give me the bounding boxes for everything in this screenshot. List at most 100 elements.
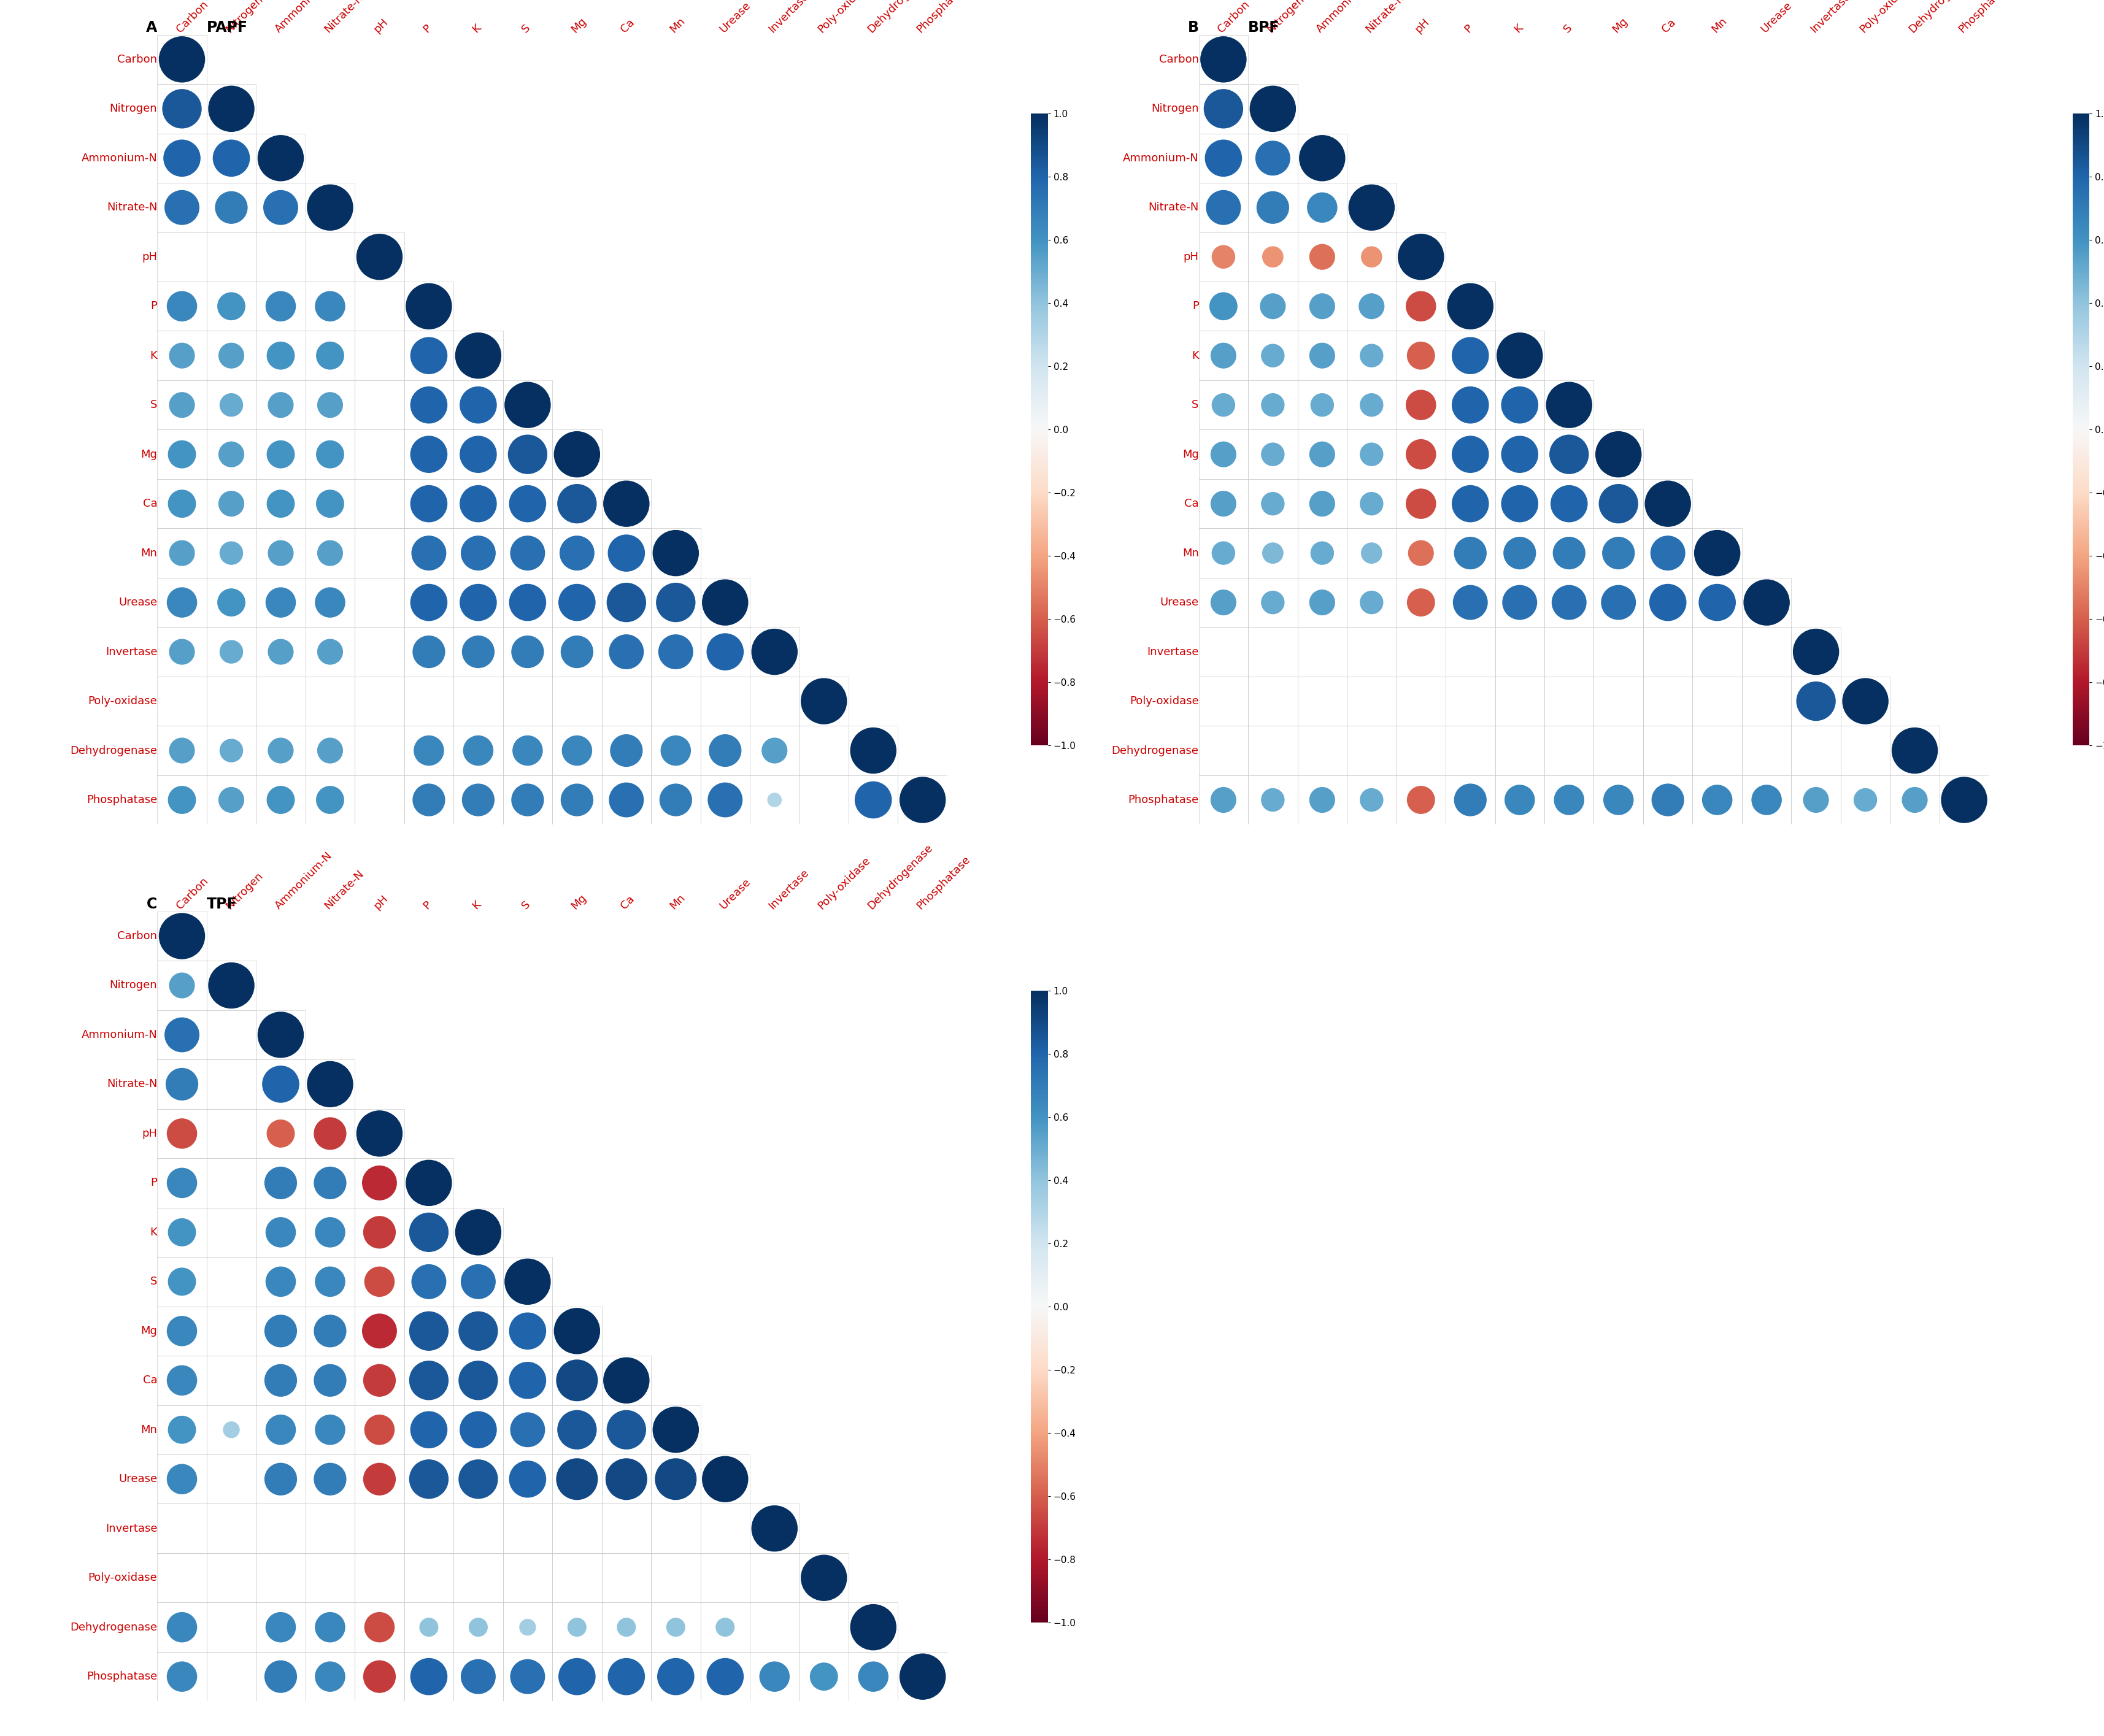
Bar: [305, 1503, 356, 1554]
Circle shape: [267, 392, 292, 417]
Bar: [257, 332, 305, 380]
Text: Nitrogen: Nitrogen: [109, 102, 158, 115]
Circle shape: [509, 585, 545, 620]
Circle shape: [604, 481, 650, 526]
Bar: [404, 776, 454, 825]
Bar: [206, 528, 257, 578]
Circle shape: [217, 589, 244, 616]
Bar: [1544, 578, 1595, 627]
Bar: [650, 776, 701, 825]
Bar: [158, 479, 206, 528]
Bar: [404, 528, 454, 578]
Bar: [158, 1257, 206, 1307]
Bar: [898, 776, 947, 825]
Circle shape: [469, 1618, 488, 1637]
Circle shape: [1502, 436, 1538, 472]
Circle shape: [1595, 432, 1641, 477]
Circle shape: [661, 785, 692, 816]
Text: Phosphatase: Phosphatase: [915, 854, 972, 911]
Circle shape: [267, 342, 295, 370]
Text: S: S: [1191, 399, 1199, 410]
Circle shape: [1797, 682, 1835, 720]
Circle shape: [316, 589, 345, 618]
Text: K: K: [1513, 23, 1525, 35]
Bar: [701, 1653, 749, 1701]
Text: Mn: Mn: [141, 547, 158, 559]
Bar: [305, 1059, 356, 1109]
Circle shape: [659, 1658, 694, 1694]
Text: Ammonium-N: Ammonium-N: [1315, 0, 1376, 35]
Bar: [650, 1653, 701, 1701]
Circle shape: [1311, 542, 1334, 564]
Text: Ca: Ca: [619, 894, 638, 911]
Bar: [602, 528, 650, 578]
Bar: [1347, 332, 1397, 380]
Circle shape: [267, 738, 292, 764]
Circle shape: [1553, 585, 1586, 620]
Bar: [356, 528, 404, 578]
Bar: [1298, 134, 1347, 182]
Bar: [356, 1404, 404, 1455]
Bar: [1397, 479, 1445, 528]
Bar: [1544, 627, 1595, 677]
Circle shape: [168, 441, 196, 469]
Text: TPF: TPF: [206, 898, 238, 911]
Bar: [1298, 677, 1347, 726]
Bar: [257, 233, 305, 281]
Circle shape: [850, 727, 896, 773]
Circle shape: [265, 1661, 297, 1693]
Bar: [454, 677, 503, 726]
Bar: [1544, 380, 1595, 431]
Bar: [1397, 776, 1445, 825]
Circle shape: [1744, 580, 1788, 625]
Bar: [1595, 528, 1643, 578]
Bar: [404, 431, 454, 479]
Circle shape: [768, 793, 781, 807]
Circle shape: [608, 1658, 644, 1694]
Circle shape: [166, 1068, 198, 1101]
Bar: [404, 1653, 454, 1701]
Circle shape: [461, 387, 497, 424]
Circle shape: [406, 1160, 452, 1205]
Bar: [404, 627, 454, 677]
Bar: [206, 776, 257, 825]
Circle shape: [454, 333, 501, 378]
Circle shape: [265, 1217, 295, 1246]
Bar: [551, 677, 602, 726]
Bar: [1643, 776, 1692, 825]
Text: S: S: [1561, 23, 1574, 35]
Bar: [404, 1404, 454, 1455]
Bar: [257, 1602, 305, 1653]
Bar: [1445, 380, 1496, 431]
Circle shape: [901, 778, 945, 823]
Text: Mg: Mg: [1182, 450, 1199, 460]
Bar: [701, 1455, 749, 1503]
Bar: [305, 281, 356, 332]
Circle shape: [656, 583, 694, 621]
Bar: [206, 1010, 257, 1059]
Text: Dehydrogenase: Dehydrogenase: [865, 842, 934, 911]
Bar: [1347, 528, 1397, 578]
Text: PAPF: PAPF: [206, 21, 248, 35]
Bar: [503, 431, 553, 479]
Bar: [1199, 726, 1248, 776]
Circle shape: [316, 441, 343, 469]
Circle shape: [1502, 387, 1538, 424]
Circle shape: [259, 1012, 303, 1057]
Bar: [1199, 431, 1248, 479]
Circle shape: [810, 1663, 837, 1691]
Circle shape: [364, 1364, 396, 1396]
Circle shape: [459, 1312, 497, 1351]
Circle shape: [1603, 785, 1633, 814]
Circle shape: [160, 913, 204, 958]
Text: P: P: [1193, 300, 1199, 312]
Bar: [1347, 182, 1397, 233]
Bar: [1248, 627, 1298, 677]
Circle shape: [166, 1661, 196, 1691]
Bar: [1692, 726, 1742, 776]
Text: P: P: [421, 23, 433, 35]
Text: Ammonium-N: Ammonium-N: [274, 851, 335, 911]
Circle shape: [267, 639, 292, 665]
Bar: [1298, 182, 1347, 233]
Bar: [356, 1307, 404, 1356]
